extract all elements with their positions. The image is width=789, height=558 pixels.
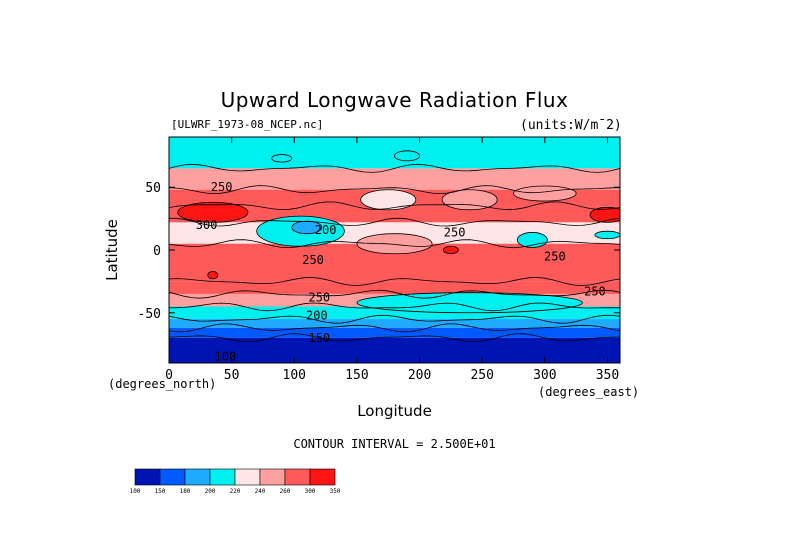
contour-label: 200 — [306, 308, 328, 322]
x-tick-label: 300 — [533, 368, 556, 383]
heatmap-patch — [589, 207, 620, 223]
contour-line — [169, 201, 620, 211]
contour-label: 200 — [315, 223, 337, 237]
contour-line — [360, 189, 417, 211]
heatmap-field — [169, 137, 620, 363]
heatmap-band — [169, 319, 620, 328]
x-tick-label: 0 — [165, 368, 173, 383]
contour-label: 250 — [584, 284, 606, 298]
heatmap-patch — [356, 292, 583, 313]
chart-title: Upward Longwave Radiation Flux — [220, 88, 569, 112]
x-tick-label: 250 — [470, 368, 493, 383]
x-tick-label: 150 — [345, 368, 368, 383]
contour-line — [394, 150, 420, 162]
contour-label: 250 — [444, 225, 466, 239]
heatmap-patch — [291, 221, 322, 234]
contour-line — [291, 220, 323, 235]
heatmap-patch — [443, 246, 459, 254]
heatmap-band — [169, 281, 620, 294]
y-tick-label: 50 — [145, 181, 161, 196]
contour-label: 250 — [211, 180, 233, 194]
colorbar: 100 150 180 200 220 240 260 300 350 — [130, 468, 341, 495]
colorbar-label: 260 — [280, 488, 291, 495]
contour-label: 250 — [302, 253, 324, 267]
contour-label: 100 — [215, 350, 237, 364]
contour-line — [169, 314, 620, 324]
heatmap-patch — [207, 271, 218, 279]
y-tick-label: 0 — [153, 244, 161, 259]
colorbar-label: 300 — [305, 488, 316, 495]
colorbar-swatch — [284, 468, 311, 486]
x-unit-note: (degrees_east) — [538, 385, 640, 399]
colorbar-label: 150 — [155, 488, 166, 495]
colorbar-swatch — [184, 468, 211, 486]
heatmap-patch — [177, 202, 248, 223]
contour-interval-note: CONTOUR INTERVAL = 2.500E+01 — [293, 437, 496, 451]
contour-line — [169, 185, 620, 195]
contour-line — [169, 217, 620, 227]
contour-labels: 250 300 200 250 250 250 250 250 200 150 100 — [196, 180, 606, 364]
colorbar-label: 100 — [130, 488, 141, 495]
contour-line — [169, 302, 620, 312]
contour-line — [271, 154, 293, 163]
x-tick-label: 200 — [408, 368, 431, 383]
contour-label: 150 — [308, 331, 330, 345]
x-tick-label: 100 — [283, 368, 306, 383]
colorbar-label: 240 — [255, 488, 266, 495]
x-axis-label: Longitude — [357, 402, 432, 420]
contour-line — [356, 292, 583, 314]
contour-label: 250 — [308, 291, 330, 305]
colorbar-swatch — [234, 468, 261, 486]
contour-line — [207, 270, 219, 280]
contour-label: 250 — [544, 249, 566, 263]
contour-line — [589, 206, 620, 223]
contour-line — [169, 333, 620, 342]
colorbar-label: 220 — [230, 488, 241, 495]
heatmap-band — [169, 327, 620, 338]
contour-line — [169, 163, 620, 173]
contour-line — [516, 232, 548, 248]
contour-line — [256, 215, 345, 247]
heatmap-patch — [271, 154, 292, 163]
contour-line — [177, 201, 249, 223]
contour-line — [356, 233, 433, 255]
heatmap-patch — [360, 189, 416, 210]
colorbar-label: 200 — [205, 488, 216, 495]
contour-line — [594, 230, 620, 240]
contour-line — [169, 323, 620, 333]
colorbar-label: 180 — [180, 488, 191, 495]
y-unit-note: (degrees_north) — [108, 377, 217, 391]
x-tick-label: 50 — [224, 368, 240, 383]
contour-label: 300 — [196, 218, 218, 232]
heatmap-patch — [594, 231, 620, 239]
contour-line — [169, 239, 620, 249]
y-tick-label: -50 — [138, 307, 161, 322]
units-label: (units:W/m¯2) — [520, 118, 622, 133]
colorbar-swatch — [159, 468, 186, 486]
colorbar-label: 350 — [330, 488, 341, 495]
colorbar-swatch — [309, 468, 336, 486]
contour-line — [441, 189, 498, 211]
contour-lines — [169, 150, 620, 342]
contour-line — [169, 277, 620, 286]
colorbar-swatch — [259, 468, 286, 486]
heatmap-patch — [394, 150, 420, 161]
colorbar-swatch — [209, 468, 236, 486]
dataset-file-label: [ULWRF_1973-08_NCEP.nc] — [171, 118, 324, 131]
contour-line — [513, 185, 577, 202]
heatmap-band — [169, 337, 620, 363]
heatmap-band — [169, 137, 620, 169]
x-tick-label: 350 — [596, 368, 619, 383]
heatmap-band — [169, 168, 620, 190]
heatmap-patch — [356, 233, 433, 254]
contour-line — [442, 245, 459, 255]
axes: 0 50 100 150 200 250 300 350 50 0 -50 — [138, 137, 620, 383]
colorbar-swatch — [134, 468, 161, 486]
